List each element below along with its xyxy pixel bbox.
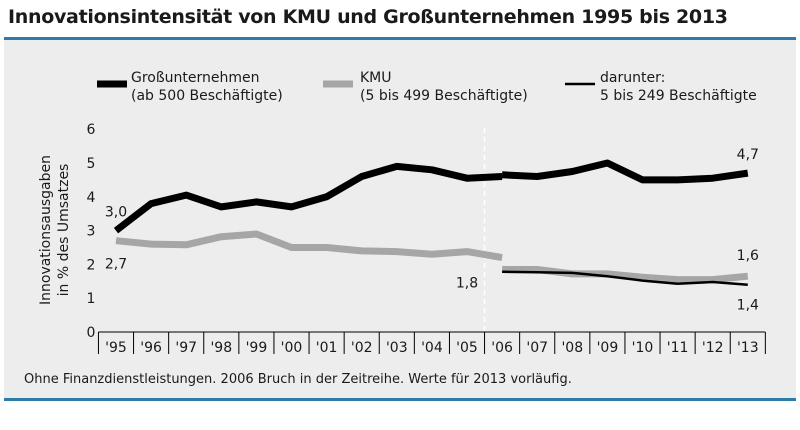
legend: Großunternehmen (ab 500 Beschäftigte) KM… <box>97 70 757 104</box>
x-tick-label: '98 <box>210 340 232 356</box>
legend-kmu-line2: (5 bis 499 Beschäftigte) <box>360 88 528 104</box>
legend-small-line2: 5 bis 249 Beschäftigte <box>600 88 757 104</box>
x-tick-label: '08 <box>561 340 583 356</box>
y-axis-title-line1: Innovationsausgaben <box>38 155 54 305</box>
annotation-large-1995: 3,0 <box>105 205 127 221</box>
bottom-rule <box>4 398 796 401</box>
series-grossunternehmen-line <box>113 162 503 234</box>
x-tick-label: '10 <box>632 340 654 356</box>
chart-title: Innovationsintensität von KMU und Großun… <box>8 6 728 28</box>
y-axis-title: Innovationsausgaben in % des Umsatzes <box>38 155 72 305</box>
x-tick-label: '06 <box>491 340 513 356</box>
y-tick-label: 2 <box>87 257 96 273</box>
footnote: Ohne Finanzdienstleistungen. 2006 Bruch … <box>24 372 572 387</box>
y-tick-label: 4 <box>87 190 96 206</box>
y-axis-title-line2: in % des Umsatzes <box>56 164 72 297</box>
annotation-kmu-1995: 2,7 <box>105 257 127 273</box>
annotation-kmu-2013: 1,6 <box>737 248 759 264</box>
x-tick-label: '11 <box>667 340 689 356</box>
series-5-249-line <box>502 270 748 286</box>
legend-kmu-line1: KMU <box>360 70 392 86</box>
x-tick-label: '01 <box>316 340 338 356</box>
series-kmu-line <box>502 266 749 284</box>
y-tick-label: 6 <box>87 122 96 138</box>
y-tick-label: 1 <box>87 291 96 307</box>
x-tick-label: '97 <box>175 340 197 356</box>
x-tick-label: '99 <box>246 340 268 356</box>
x-tick-label: '13 <box>737 340 759 356</box>
legend-large-line1: Großunternehmen <box>131 70 260 86</box>
series-group <box>113 159 749 286</box>
y-tick-label: 3 <box>87 224 96 240</box>
x-tick-label: '00 <box>281 340 303 356</box>
y-axis-ticks: 0 1 2 3 4 5 6 <box>87 122 96 341</box>
y-tick-label: 0 <box>87 325 96 341</box>
legend-small-line1: darunter: <box>600 70 665 86</box>
x-tick-label: '09 <box>597 340 619 356</box>
series-kmu-line <box>115 230 503 262</box>
x-tick-label: '02 <box>351 340 373 356</box>
annotation-small-2013: 1,4 <box>737 298 759 314</box>
x-tick-label: '03 <box>386 340 408 356</box>
series-grossunternehmen-line <box>501 159 749 184</box>
legend-large-line2: (ab 500 Beschäftigte) <box>131 88 283 104</box>
x-tick-label: '07 <box>526 340 548 356</box>
x-tick-label: '12 <box>702 340 724 356</box>
x-tick-label: '96 <box>140 340 162 356</box>
y-tick-label: 5 <box>87 156 96 172</box>
x-tick-label: '05 <box>456 340 478 356</box>
annotation-kmu-2006: 1,8 <box>456 276 478 292</box>
x-tick-label: '04 <box>421 340 443 356</box>
x-tick-label: '95 <box>105 340 127 356</box>
annotation-large-2013: 4,7 <box>737 147 759 163</box>
x-axis: '95 '96 '97 '98 '99 '00 '01 '02 '03 '04 '05 '06 '07 '… <box>97 331 766 356</box>
top-rule <box>4 37 796 40</box>
